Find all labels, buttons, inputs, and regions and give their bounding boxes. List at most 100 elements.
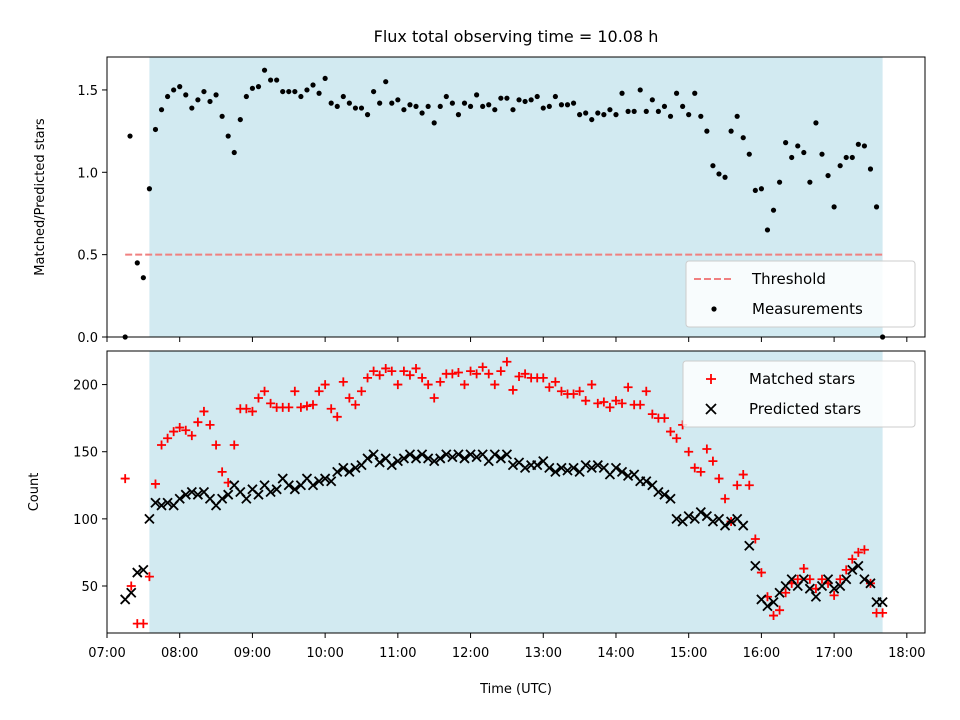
series-matched-stars <box>120 357 888 629</box>
data-point <box>502 357 512 367</box>
data-point <box>223 489 234 500</box>
legend-label: Matched stars <box>749 370 855 388</box>
data-point <box>550 377 560 387</box>
data-point <box>213 92 219 98</box>
data-point <box>219 113 225 119</box>
data-point <box>789 154 795 161</box>
data-point <box>825 172 831 179</box>
y-tick-label: 1.5 <box>77 84 98 99</box>
data-point <box>465 449 476 460</box>
data-point <box>171 87 177 93</box>
series-measurements <box>122 67 886 340</box>
data-point <box>356 386 366 396</box>
data-point <box>150 497 161 508</box>
data-point <box>655 108 661 114</box>
data-point <box>562 465 573 476</box>
data-point <box>466 366 476 376</box>
data-point <box>622 470 634 482</box>
data-point <box>326 404 336 414</box>
top-plot-frame <box>106 56 926 338</box>
data-point <box>859 574 870 585</box>
data-point <box>770 207 777 213</box>
data-point <box>461 100 468 106</box>
data-point <box>140 275 146 281</box>
data-point <box>274 77 280 83</box>
x-tick-label: 14:00 <box>597 646 634 661</box>
data-point <box>822 574 834 585</box>
data-point <box>296 402 306 412</box>
data-point <box>613 112 619 118</box>
data-point <box>453 449 464 460</box>
data-point <box>126 587 137 598</box>
data-point <box>410 453 422 464</box>
data-point <box>810 591 822 602</box>
data-point <box>532 460 543 471</box>
data-point <box>501 449 513 460</box>
bottom-y-axis-label: Count <box>27 473 42 512</box>
data-point <box>738 470 748 480</box>
data-point <box>326 476 337 487</box>
data-point <box>241 404 251 414</box>
data-point <box>425 103 431 110</box>
data-point <box>395 97 401 103</box>
data-point <box>665 493 676 504</box>
data-point <box>181 425 191 435</box>
data-point <box>298 93 304 100</box>
data-point <box>177 84 183 90</box>
legend-box <box>682 360 916 428</box>
data-point <box>641 476 652 487</box>
data-point <box>205 420 215 430</box>
data-point <box>855 141 861 147</box>
data-point <box>617 398 627 408</box>
data-point <box>307 480 319 491</box>
data-point <box>344 466 355 477</box>
data-point <box>692 90 698 96</box>
data-point <box>769 611 779 621</box>
data-point <box>647 409 657 419</box>
data-point <box>696 467 706 477</box>
y-tick-label: 0.5 <box>77 249 98 264</box>
data-point <box>667 113 674 119</box>
legend-matched-swatch <box>706 374 716 384</box>
data-point <box>734 113 740 119</box>
data-point <box>489 449 500 460</box>
data-point <box>237 116 243 123</box>
data-point <box>369 366 379 376</box>
x-axis-label: Time (UTC) <box>479 682 552 697</box>
data-point <box>507 460 519 471</box>
data-point <box>471 451 482 463</box>
data-point <box>540 105 546 111</box>
data-point <box>732 480 742 490</box>
data-point <box>510 107 516 113</box>
data-point <box>392 455 403 467</box>
data-point <box>319 473 331 484</box>
data-point <box>508 385 518 395</box>
data-point <box>193 417 203 427</box>
data-point <box>192 489 204 500</box>
data-point <box>704 128 710 134</box>
data-point <box>690 463 700 473</box>
data-point <box>720 494 730 504</box>
data-point <box>371 88 377 95</box>
data-point <box>289 484 300 495</box>
data-point <box>266 398 276 408</box>
y-tick-label: 150 <box>73 446 98 461</box>
data-point <box>672 433 682 443</box>
data-point <box>762 601 773 612</box>
data-point <box>804 583 816 594</box>
data-point <box>575 386 585 396</box>
data-point <box>132 567 143 578</box>
data-point <box>520 369 530 379</box>
data-point <box>175 423 185 433</box>
data-point <box>383 79 389 85</box>
data-point <box>673 90 680 96</box>
data-point <box>671 513 682 524</box>
data-point <box>417 373 427 383</box>
data-point <box>268 77 274 83</box>
data-point <box>195 97 201 103</box>
data-point <box>169 427 179 437</box>
data-point <box>310 82 316 88</box>
data-point <box>496 366 506 376</box>
data-point <box>216 493 228 504</box>
data-point <box>249 85 256 91</box>
